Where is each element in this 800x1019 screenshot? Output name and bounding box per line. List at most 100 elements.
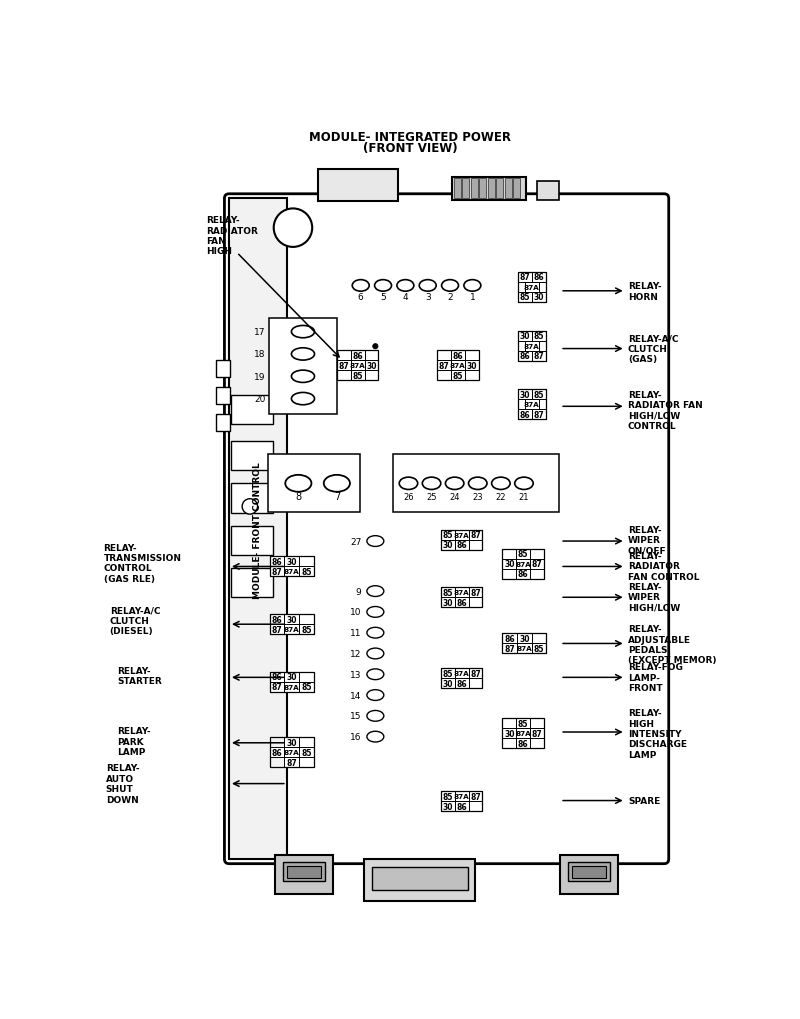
Bar <box>518 352 532 362</box>
Text: 7: 7 <box>334 492 340 502</box>
Bar <box>518 390 532 400</box>
Bar <box>364 859 475 902</box>
Bar <box>441 588 454 598</box>
Text: 86: 86 <box>352 352 363 361</box>
Bar <box>441 802 454 811</box>
Bar <box>525 341 538 352</box>
Text: 87: 87 <box>286 758 297 767</box>
Ellipse shape <box>367 669 384 680</box>
Text: 87A: 87A <box>450 363 466 369</box>
Ellipse shape <box>373 344 378 350</box>
Bar <box>469 792 482 802</box>
Bar <box>454 679 469 689</box>
Bar <box>216 387 230 405</box>
Text: 86: 86 <box>272 615 282 624</box>
Bar <box>441 792 454 802</box>
Bar <box>285 557 299 567</box>
Bar <box>270 614 314 635</box>
Text: 20: 20 <box>254 394 266 404</box>
Bar <box>532 272 546 282</box>
Bar <box>518 272 546 303</box>
Text: 30: 30 <box>466 362 477 370</box>
Text: 87A: 87A <box>454 794 470 800</box>
Text: 30: 30 <box>442 540 453 549</box>
Text: 30: 30 <box>519 332 530 341</box>
Bar <box>502 718 544 748</box>
Bar <box>516 718 530 729</box>
Ellipse shape <box>367 536 384 547</box>
Bar <box>454 598 469 607</box>
Bar <box>270 683 285 692</box>
Bar <box>441 530 454 540</box>
Text: RELAY-FOG
LAMP-
FRONT: RELAY-FOG LAMP- FRONT <box>628 662 682 693</box>
Bar <box>287 866 322 877</box>
Bar <box>488 179 494 199</box>
Text: 87: 87 <box>338 362 349 370</box>
Bar <box>299 683 314 692</box>
Ellipse shape <box>367 690 384 701</box>
Text: 87A: 87A <box>515 731 531 737</box>
Text: 9: 9 <box>356 587 362 596</box>
Bar <box>350 371 365 381</box>
Bar <box>518 331 546 362</box>
Ellipse shape <box>291 326 314 338</box>
Bar <box>441 668 454 679</box>
Bar <box>465 361 478 371</box>
Bar <box>230 526 273 555</box>
Text: 87: 87 <box>470 588 481 597</box>
Bar <box>299 625 314 635</box>
Text: 85: 85 <box>442 531 453 539</box>
Text: 15: 15 <box>350 711 362 720</box>
Ellipse shape <box>422 478 441 490</box>
Text: 87: 87 <box>504 644 515 653</box>
Text: 12: 12 <box>350 649 362 658</box>
Bar <box>270 738 314 767</box>
Text: 85: 85 <box>518 549 529 558</box>
Text: 85: 85 <box>301 748 312 757</box>
Text: (FRONT VIEW): (FRONT VIEW) <box>362 142 458 155</box>
Text: RELAY-
STARTER: RELAY- STARTER <box>118 666 162 686</box>
Bar <box>441 598 454 607</box>
Bar <box>269 318 337 415</box>
Text: 86: 86 <box>272 673 282 682</box>
Bar <box>496 179 503 199</box>
Text: RELAY-A/C
CLUTCH
(GAS): RELAY-A/C CLUTCH (GAS) <box>628 334 678 364</box>
Ellipse shape <box>464 280 481 291</box>
Text: RELAY-
RADIATOR
FAN CONTROL: RELAY- RADIATOR FAN CONTROL <box>628 551 699 581</box>
Text: 30: 30 <box>442 802 453 811</box>
Bar <box>451 361 465 371</box>
Bar <box>299 567 314 577</box>
Bar <box>462 179 470 199</box>
Bar <box>479 179 486 199</box>
Text: 87A: 87A <box>454 590 470 596</box>
Bar <box>365 361 378 371</box>
Ellipse shape <box>367 586 384 597</box>
Bar <box>572 866 606 877</box>
Bar <box>318 170 398 203</box>
Text: 85: 85 <box>534 644 544 653</box>
Text: RELAY-
AUTO
SHUT
DOWN: RELAY- AUTO SHUT DOWN <box>106 764 139 804</box>
Text: 87: 87 <box>272 625 282 634</box>
Text: 27: 27 <box>350 537 362 546</box>
Bar <box>454 179 461 199</box>
Bar <box>513 179 520 199</box>
Text: 87: 87 <box>470 668 481 678</box>
Text: RELAY-
HIGH
INTENSITY
DISCHARGE
LAMP: RELAY- HIGH INTENSITY DISCHARGE LAMP <box>628 708 687 759</box>
Text: 85: 85 <box>301 568 312 577</box>
Text: RELAY-
HORN: RELAY- HORN <box>628 282 662 302</box>
Ellipse shape <box>324 475 350 492</box>
Text: 87A: 87A <box>284 685 300 690</box>
Ellipse shape <box>469 478 487 490</box>
Text: 87A: 87A <box>284 627 300 633</box>
Text: 87: 87 <box>272 568 282 577</box>
Bar <box>229 199 287 859</box>
Text: 86: 86 <box>518 570 529 579</box>
Ellipse shape <box>399 478 418 490</box>
Text: 86: 86 <box>518 739 529 748</box>
Text: 19: 19 <box>254 372 266 381</box>
Bar <box>502 559 516 570</box>
Bar <box>270 673 314 692</box>
Bar <box>517 644 532 654</box>
Text: 85: 85 <box>534 332 544 341</box>
Text: 87A: 87A <box>517 646 532 652</box>
